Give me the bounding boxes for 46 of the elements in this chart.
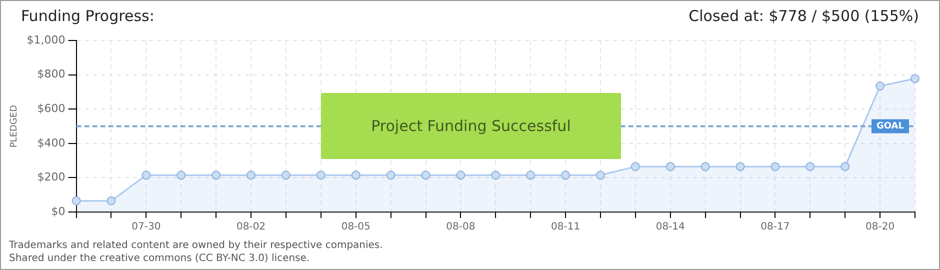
point [351,170,360,180]
point [526,170,536,180]
x-tick-label: 08-20 [866,222,895,233]
y-axis-title: PLEDGED [10,104,20,148]
point [491,170,500,180]
y-tick-label: $200 [37,170,66,184]
point [770,162,780,172]
point [421,170,430,180]
point [700,162,710,172]
point [666,162,675,172]
y-tick-label: $400 [37,136,66,150]
x-tick-label: 08-08 [446,222,476,233]
point [840,162,850,172]
point [176,170,186,180]
text: Trademarks and related content are owned by their respective companies. [9,239,383,252]
point [142,170,151,180]
point [456,170,466,180]
y-tick-label: $0 [51,204,66,218]
point [561,170,570,180]
point [736,162,745,172]
x-tick-label: 08-02 [236,222,266,233]
y-tick-label: $600 [37,102,66,116]
point [212,170,221,180]
point [316,170,326,180]
point [596,170,605,180]
point [106,196,116,206]
chart-subtitle: Closed at: $778 / $500 (155%) [688,7,919,25]
chart-title: Funding Progress: [21,7,154,25]
notice-banner: Project Funding Successful [321,93,621,159]
point [72,196,81,206]
point [876,82,885,91]
point [281,170,290,180]
x-tick-label: 07-30 [132,222,161,233]
x-tick-label: 08-11 [551,222,580,233]
y-tick-label: $800 [37,68,66,81]
point [246,170,256,180]
x-tick-label: 08-05 [341,222,370,233]
point [386,170,396,180]
ref-line-label: GOAL [876,122,904,132]
x-tick-label: 08-14 [656,222,685,233]
y-tick-label: $1,000 [26,33,66,46]
x-tick-label: 08-17 [760,222,790,233]
text: Shared under the creative commons (CC BY-NC 3.0) license. [9,252,311,265]
point [630,162,640,172]
point [806,162,815,172]
point [910,74,920,84]
